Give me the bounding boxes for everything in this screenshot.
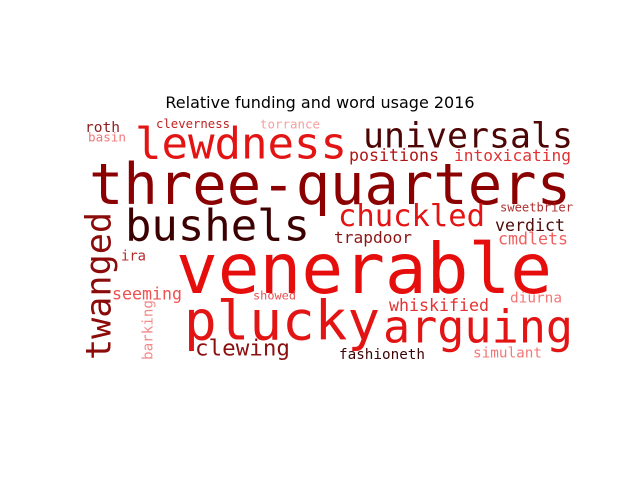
word-three-quarters: three-quarters <box>89 152 571 218</box>
word-venerable: venerable <box>176 230 552 310</box>
word-verdict: verdict <box>495 216 565 235</box>
word-lewdness: lewdness <box>135 119 347 170</box>
word-trapdoor: trapdoor <box>334 228 412 247</box>
word-roth: roth <box>85 120 120 136</box>
word-intoxicating: intoxicating <box>454 146 571 165</box>
word-torrance: torrance <box>260 117 320 132</box>
word-basin: basin <box>88 130 126 145</box>
word-diurna: diurna <box>510 291 562 307</box>
word-seeming: seeming <box>112 285 182 304</box>
word-plucky: plucky <box>184 290 380 353</box>
word-showed: showed <box>253 289 296 303</box>
word-sweetbrier: sweetbrier <box>500 201 573 215</box>
word-cleverness: cleverness <box>156 117 230 131</box>
word-positions: positions <box>349 146 439 165</box>
word-whiskified: whiskified <box>389 296 489 315</box>
word-clewing: clewing <box>195 336 290 362</box>
word-fashioneth: fashioneth <box>339 347 425 363</box>
word-universals: universals <box>363 117 573 157</box>
word-cmdlets: cmdlets <box>498 230 568 249</box>
word-barking: barking <box>141 300 157 360</box>
word-bushels: bushels <box>125 201 310 252</box>
chart-title: Relative funding and word usage 2016 <box>165 93 475 112</box>
word-ira: ira <box>121 249 146 265</box>
word-twanged: twanged <box>79 212 120 360</box>
word-simulant: simulant <box>473 346 542 362</box>
word-chuckled: chuckled <box>338 199 485 234</box>
word-arguing: arguing <box>383 301 573 354</box>
